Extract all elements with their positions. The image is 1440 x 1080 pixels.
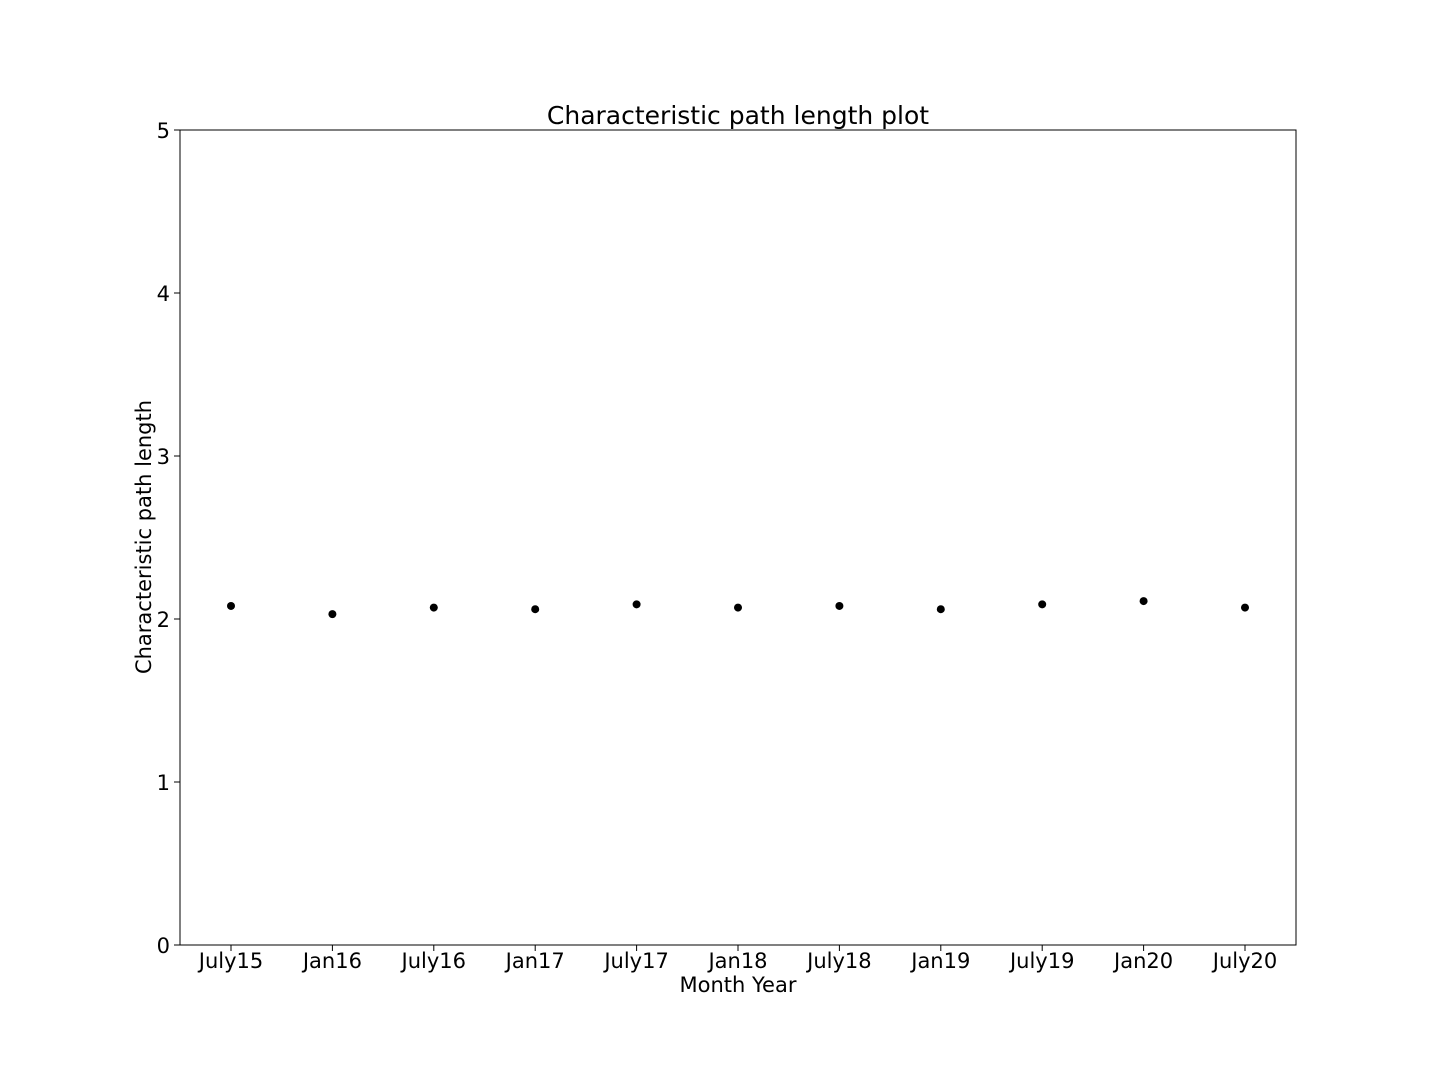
x-tick-label: Jan20 [1112, 949, 1173, 973]
data-point [936, 605, 945, 614]
x-tick-label: Jan17 [504, 949, 565, 973]
x-tick-label: Jan19 [909, 949, 970, 973]
x-tick-label: Jan16 [301, 949, 362, 973]
data-point [1139, 597, 1148, 606]
x-axis-label: Month Year [680, 973, 797, 997]
data-points [227, 597, 1249, 619]
y-tick-label: 0 [157, 934, 170, 958]
x-tick-label: July16 [400, 949, 467, 973]
data-point [429, 603, 438, 612]
x-tick-label: July20 [1211, 949, 1278, 973]
data-point [632, 600, 641, 609]
plot-area [179, 129, 1297, 946]
y-axis-label: Characteristic path length [132, 400, 156, 674]
data-point [734, 603, 742, 612]
data-point [1038, 600, 1047, 609]
y-tick-label: 5 [157, 119, 170, 143]
data-point [531, 605, 540, 614]
y-axis: 0 1 2 3 4 5 [157, 119, 180, 958]
data-point [328, 610, 337, 619]
x-tick-label: July15 [197, 949, 264, 973]
x-tick-label: July17 [602, 949, 669, 973]
x-tick-label: July19 [1008, 949, 1075, 973]
x-tick-label: July18 [805, 949, 872, 973]
data-point [1241, 603, 1249, 612]
y-tick-label: 3 [157, 445, 170, 469]
x-tick-label: Jan18 [706, 949, 767, 973]
chart-title: Characteristic path length plot [547, 101, 929, 130]
y-tick-label: 4 [157, 282, 170, 306]
y-tick-label: 2 [157, 608, 170, 632]
data-point [835, 601, 844, 610]
data-point [227, 601, 235, 610]
x-axis: July15 Jan16 July16 Jan17 July17 Jan18 July18 J… [197, 945, 1278, 973]
y-tick-label: 1 [157, 771, 170, 795]
